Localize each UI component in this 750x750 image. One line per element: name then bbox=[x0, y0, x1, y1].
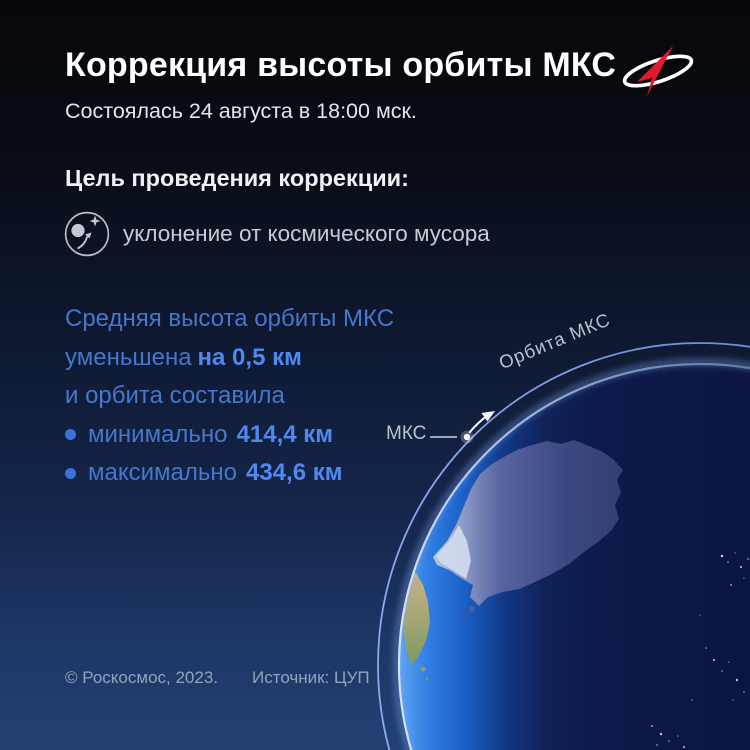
orbit-stats-block: Средняя высота орбиты МКС уменьшена на 0… bbox=[65, 300, 485, 493]
atmosphere-halo bbox=[392, 357, 750, 750]
stats-line-2-prefix: уменьшена bbox=[65, 343, 192, 371]
min-value: 414,4 км bbox=[236, 420, 334, 448]
max-value: 434,6 км bbox=[245, 459, 343, 486]
bullet-dot-icon bbox=[65, 467, 76, 479]
debris-avoidance-icon bbox=[64, 211, 110, 257]
stats-line-2-value: на 0,5 км bbox=[197, 343, 302, 371]
logo-orbit-swoosh bbox=[622, 54, 694, 88]
roscosmos-logo-icon bbox=[622, 46, 694, 96]
stats-line-3: и орбита составила bbox=[65, 382, 285, 409]
logo-red-arrow bbox=[637, 46, 673, 96]
footer-source: Источник: ЦУП bbox=[252, 668, 370, 687]
bullet-dot-icon bbox=[65, 429, 76, 441]
iss-label: МКС bbox=[386, 423, 427, 444]
atmosphere-rim bbox=[397, 362, 750, 750]
iss-orbit-line bbox=[377, 342, 750, 750]
footer-copyright: © Роскосмос, 2023. bbox=[65, 668, 219, 687]
max-label: максимально bbox=[88, 459, 237, 486]
event-datetime: Состоялась 24 августа в 18:00 мск. bbox=[65, 99, 417, 123]
stats-bullet-min: минимально 414,4 км bbox=[65, 416, 485, 455]
iss-marker-dot bbox=[463, 433, 471, 441]
page-title: Коррекция высоты орбиты МКС bbox=[65, 46, 617, 84]
min-label: минимально bbox=[88, 420, 228, 448]
goal-item-label: уклонение от космического мусора bbox=[123, 221, 490, 246]
iss-direction-arrowhead bbox=[481, 411, 495, 422]
stats-line-1: Средняя высота орбиты МКС bbox=[65, 305, 395, 332]
goal-heading: Цель проведения коррекции: bbox=[65, 165, 409, 191]
stats-line-2: уменьшена на 0,5 км bbox=[65, 339, 485, 378]
night-vignette bbox=[400, 365, 750, 750]
stats-bullet-max: максимально 434,6 км bbox=[65, 454, 485, 493]
goal-item: уклонение от космического мусора bbox=[64, 211, 490, 257]
